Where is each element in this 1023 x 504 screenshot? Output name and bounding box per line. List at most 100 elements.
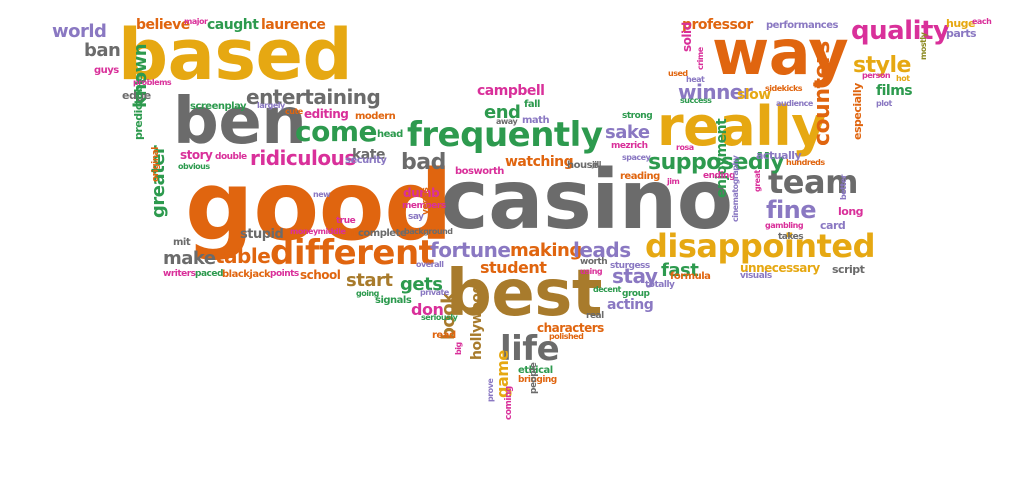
word-different: different: [270, 233, 435, 273]
word-double: double: [215, 152, 247, 162]
word-worth: worth: [580, 257, 608, 267]
word-big: big: [454, 342, 463, 355]
word-overall: overall: [416, 260, 444, 269]
word-group: group: [622, 289, 650, 299]
word-bringing: bringing: [518, 375, 557, 385]
word-gets: gets: [400, 274, 443, 295]
word-life: life: [500, 329, 560, 369]
word-sidekicks: sidekicks: [765, 84, 803, 93]
word-house: house: [567, 160, 599, 171]
word-ban: ban: [84, 40, 121, 61]
word-bad: bad: [401, 150, 446, 175]
word-card: card: [820, 219, 846, 232]
word-using: using: [580, 267, 603, 276]
word-come: come: [295, 115, 378, 148]
word-sake: sake: [605, 122, 650, 143]
word-modern: modern: [355, 111, 396, 122]
word-especially: especially: [851, 83, 864, 140]
word-formula: formula: [670, 271, 711, 282]
word-decent: decent: [593, 285, 621, 294]
word-end: end: [484, 102, 521, 123]
word-fortune: fortune: [430, 238, 511, 262]
word-best: best: [446, 257, 602, 331]
word-caught: caught: [207, 17, 259, 33]
word-background: background: [404, 227, 453, 236]
word-moneymiddle: moneymiddle: [290, 227, 346, 236]
word-entertaining: entertaining: [246, 85, 381, 109]
word-true: true: [336, 216, 356, 226]
word-kevin: kevin: [334, 229, 359, 239]
word-ben: ben: [173, 85, 307, 159]
word-watching: watching: [505, 154, 574, 170]
word-largely: largely: [257, 101, 285, 110]
word-screenplay: screenplay: [190, 101, 247, 112]
word-enjoyment: enjoyment: [714, 118, 730, 198]
word-strong: strong: [622, 111, 653, 121]
word-new: new: [313, 190, 331, 199]
word-prove: prove: [486, 378, 495, 402]
word-winner: winner: [678, 80, 753, 104]
word-head: head: [377, 129, 403, 140]
word-person: person: [862, 71, 891, 80]
word-team: team: [768, 163, 858, 201]
word-ridiculous: ridiculous: [250, 146, 356, 170]
word-stay: stay: [612, 264, 658, 288]
word-seriously: seriously: [421, 313, 458, 322]
word-fine: fine: [766, 196, 817, 224]
word-blackjack: blackjack: [222, 269, 271, 280]
word-don: don: [411, 300, 444, 319]
word-problems: problems: [133, 78, 172, 87]
word-laurence: laurence: [261, 17, 326, 33]
word-crime: crime: [696, 47, 705, 70]
word-paced: paced: [195, 269, 223, 279]
word-coming: coming: [504, 386, 514, 420]
word-obvious: obvious: [178, 162, 210, 171]
word-school: school: [300, 268, 341, 282]
word-original: original: [151, 147, 161, 182]
word-leads: leads: [573, 238, 631, 262]
word-better: better: [839, 174, 848, 200]
word-real: real: [586, 311, 604, 321]
word-heat: heat: [686, 75, 705, 84]
word-editing: editing: [304, 107, 349, 121]
word-polished: polished: [549, 332, 584, 341]
word-good: good: [185, 150, 453, 262]
word-table: table: [215, 244, 271, 268]
word-quality: quality: [851, 16, 950, 46]
word-performances: performances: [766, 20, 838, 31]
word-script: script: [832, 263, 865, 276]
word-jim: jim: [667, 177, 680, 186]
word-campbell: campbell: [477, 83, 545, 99]
word-based: based: [118, 14, 353, 96]
word-gambling: gambling: [765, 221, 804, 230]
word-hot: hot: [896, 74, 910, 83]
word-hollywood: hollywood: [469, 284, 485, 360]
word-solid: solid: [680, 22, 694, 52]
word-totally: totally: [645, 280, 675, 290]
word-spacey: spacey: [622, 153, 651, 162]
word-ending: ending: [703, 171, 735, 181]
word-huge: huge: [946, 17, 976, 30]
word-ethical: ethical: [518, 365, 553, 376]
word-student: student: [480, 258, 547, 277]
word-success: success: [680, 96, 712, 105]
word-slow: slow: [737, 87, 771, 103]
word-disappointed: disappointed: [645, 227, 875, 265]
word-cute: cute: [285, 107, 303, 116]
word-private: private: [420, 288, 449, 297]
word-plot: plot: [876, 99, 892, 108]
word-kate: kate: [352, 147, 385, 163]
word-professor: professor: [682, 17, 753, 33]
word-say: say: [408, 212, 424, 222]
word-jill: jill: [592, 160, 601, 169]
word-edge: edge: [122, 89, 151, 102]
word-visuals: visuals: [740, 271, 772, 281]
word-major: major: [184, 17, 208, 26]
word-reading: reading: [620, 171, 660, 182]
word-make: make: [163, 248, 216, 269]
word-points: points: [270, 269, 299, 279]
word-cinematography: cinematography: [731, 155, 740, 222]
word-characters: characters: [537, 321, 604, 335]
word-signals: signals: [375, 295, 412, 306]
